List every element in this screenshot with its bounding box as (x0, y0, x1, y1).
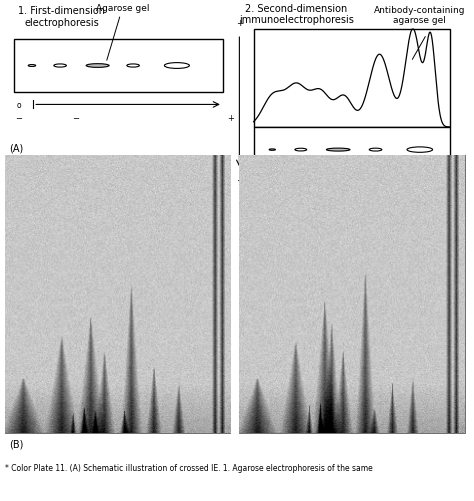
Text: 2: 2 (365, 323, 371, 332)
Text: 1: 1 (177, 206, 183, 215)
Text: 4: 4 (373, 176, 378, 185)
Ellipse shape (28, 66, 36, 67)
Text: 11: 11 (11, 212, 23, 221)
Text: +: + (236, 19, 243, 28)
Text: −: − (73, 114, 79, 123)
Text: −: − (236, 175, 243, 184)
Text: o: o (17, 101, 21, 110)
Text: 7: 7 (319, 181, 324, 190)
Text: 10: 10 (282, 248, 293, 257)
Text: 8: 8 (66, 176, 72, 185)
Text: 5: 5 (101, 242, 107, 252)
Bar (239, 155, 465, 433)
Text: 3: 3 (150, 228, 156, 237)
Text: 5: 5 (342, 240, 348, 249)
Ellipse shape (407, 148, 433, 153)
Text: 9: 9 (76, 184, 82, 193)
Text: −: − (16, 114, 22, 123)
Ellipse shape (295, 149, 307, 152)
Text: 2: 2 (128, 312, 134, 321)
Ellipse shape (164, 64, 190, 69)
Text: * Color Plate 11. (A) Schematic illustration of crossed IE. 1. Agarose electroph: * Color Plate 11. (A) Schematic illustra… (5, 463, 373, 472)
Text: 3: 3 (389, 203, 394, 212)
Text: 2. Second-dimension
immunoelectrophoresis: 2. Second-dimension immunoelectrophoresi… (239, 4, 354, 25)
Text: 7: 7 (92, 176, 98, 185)
Bar (254, 128, 450, 173)
Text: 1. First-dimension
electrophoresis: 1. First-dimension electrophoresis (18, 6, 105, 28)
Text: (A): (A) (9, 143, 24, 153)
Ellipse shape (86, 65, 109, 68)
Bar (5, 155, 230, 433)
Text: 4: 4 (122, 176, 128, 185)
Text: Agarose gel: Agarose gel (96, 4, 149, 61)
Text: Antibody-containing
agarose gel: Antibody-containing agarose gel (374, 6, 465, 26)
Text: 1: 1 (413, 212, 419, 221)
Text: 8: 8 (303, 181, 309, 190)
Ellipse shape (54, 65, 66, 68)
Text: +: + (228, 114, 235, 123)
Text: 10: 10 (46, 254, 58, 263)
Text: 6: 6 (83, 276, 89, 285)
Text: 11: 11 (246, 212, 257, 221)
Ellipse shape (127, 65, 139, 68)
Text: 6: 6 (321, 290, 327, 299)
Text: 9: 9 (328, 268, 333, 277)
Ellipse shape (269, 150, 275, 151)
Ellipse shape (369, 149, 382, 152)
Bar (254, 30, 450, 128)
Bar (14, 40, 223, 93)
Text: (B): (B) (9, 438, 24, 448)
Ellipse shape (327, 149, 350, 152)
